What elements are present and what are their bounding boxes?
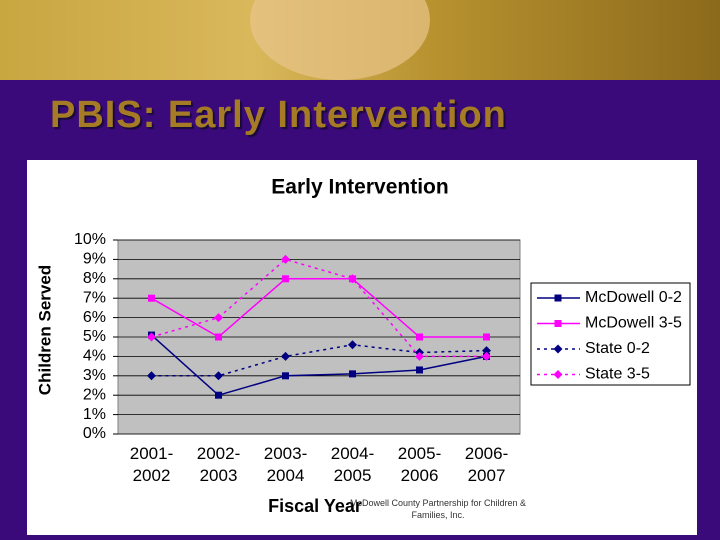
legend-label: McDowell 0-2 (585, 289, 682, 306)
marker (482, 346, 491, 356)
slide-title: PBIS: Early Intervention (50, 94, 507, 136)
y-tick-label: 9% (83, 251, 106, 268)
marker (416, 333, 423, 341)
marker (416, 366, 423, 374)
y-tick-label: 0% (83, 425, 106, 442)
y-tick-label: 5% (83, 328, 106, 345)
y-tick-label: 8% (83, 270, 106, 287)
x-tick-label: 2003- 2004 (263, 444, 308, 485)
marker (348, 340, 357, 350)
legend-marker (554, 320, 562, 327)
marker (281, 351, 290, 361)
legend-marker (553, 344, 563, 354)
x-tick-label: 2002- 2003 (196, 444, 241, 485)
marker (348, 274, 357, 284)
marker (282, 275, 289, 283)
y-tick-label: 7% (83, 289, 106, 306)
x-axis-title: Fiscal Year (268, 496, 362, 516)
marker (214, 371, 223, 381)
x-tick-label: 2004- 2005 (330, 444, 375, 485)
legend-marker (554, 294, 562, 302)
footer: McDowell County Partnership for Children… (349, 498, 527, 520)
legend-label: McDowell 3-5 (585, 315, 682, 332)
legend-label: State 3-5 (585, 366, 650, 383)
marker (147, 332, 156, 342)
legend-label: State 0-2 (585, 340, 650, 357)
photo-face (250, 0, 430, 80)
marker (214, 313, 223, 323)
legend-marker (553, 370, 563, 379)
y-tick-label: 3% (83, 367, 106, 384)
series-line (151, 344, 487, 377)
marker (215, 391, 222, 399)
series-line (150, 334, 487, 397)
series-line (151, 258, 487, 358)
y-axis-title: Children Served (35, 265, 54, 395)
y-tick-label: 6% (83, 309, 106, 326)
y-tick-label: 10% (74, 231, 106, 248)
y-tick-label: 2% (83, 386, 106, 403)
series-line (151, 278, 487, 338)
y-tick-label: 1% (83, 406, 106, 423)
x-tick-label: 2005- 2006 (397, 444, 442, 485)
marker (349, 370, 356, 378)
marker (282, 372, 289, 380)
marker (281, 254, 290, 264)
marker (483, 333, 490, 341)
marker (147, 371, 156, 381)
x-tick-label: 2001- 2002 (129, 444, 174, 485)
x-tick-label: 2006- 2007 (464, 444, 509, 485)
y-tick-label: 4% (83, 348, 106, 365)
marker (482, 351, 491, 361)
chart-title: Early Intervention (271, 176, 448, 199)
marker (215, 333, 222, 341)
marker (415, 351, 424, 361)
marker (148, 294, 155, 302)
